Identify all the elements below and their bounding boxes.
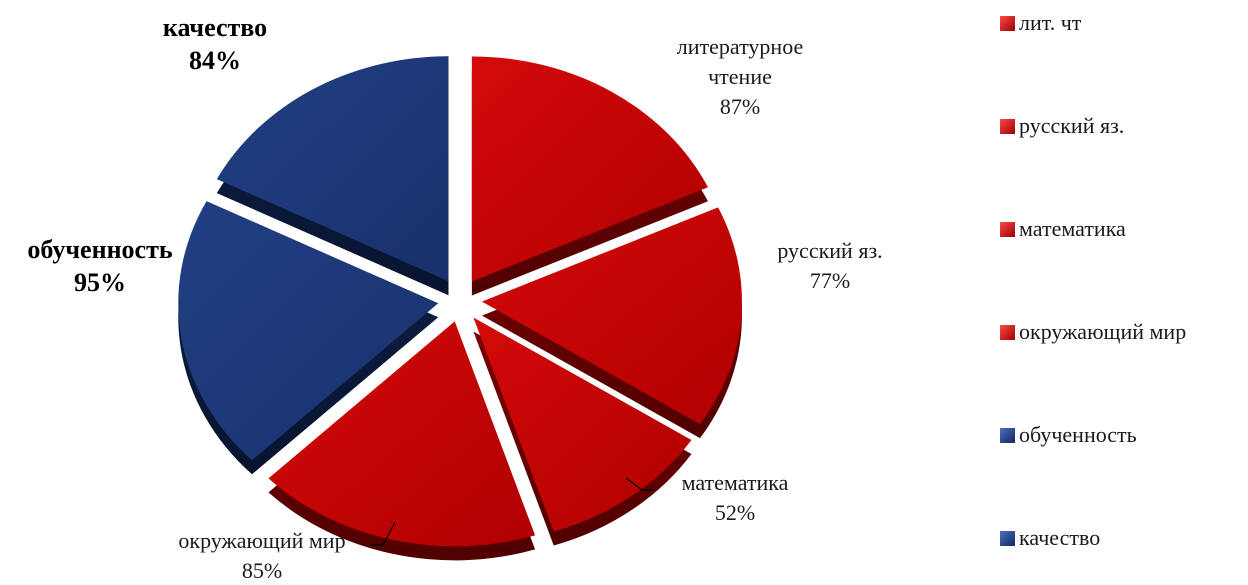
slice-label-0-line-2: 87% (720, 94, 760, 119)
legend-swatch-3 (1000, 325, 1015, 340)
slice-label-0-line-1: чтение (708, 64, 772, 89)
slice-label-2-line-0: математика (682, 470, 789, 495)
slice-label-3-line-0: окружающий мир (178, 528, 345, 553)
legend-label-1: русский яз. (1019, 113, 1124, 138)
legend-label-0: лит. чт (1019, 10, 1082, 35)
pie-slice-2 (473, 317, 692, 532)
legend-swatch-2 (1000, 222, 1015, 237)
slice-label-1-line-1: 77% (810, 268, 850, 293)
legend-swatch-4 (1000, 428, 1015, 443)
pie-slice-3 (268, 321, 536, 547)
legend-label-5: качество (1019, 525, 1100, 550)
legend-swatch-5 (1000, 531, 1015, 546)
slice-label-1-line-0: русский яз. (777, 238, 882, 263)
legend-swatch-1 (1000, 119, 1015, 134)
pie-slice-0 (471, 56, 708, 282)
legend-label-3: окружающий мир (1019, 319, 1186, 344)
leader-line-3 (370, 521, 396, 546)
pie-slices (178, 56, 742, 561)
slice-label-5-line-0: качество (163, 13, 267, 42)
legend-label-2: математика (1019, 216, 1126, 241)
slice-label-4-line-1: 95% (74, 268, 126, 297)
legend-label-4: обученность (1019, 422, 1137, 447)
pie-slice-1 (481, 207, 742, 425)
pie-slice-5 (216, 56, 449, 282)
legend: лит. чт русский яз. математика окружающий м… (1000, 10, 1186, 550)
slice-label-0-line-0: литературное (677, 34, 803, 59)
pie-slice-4 (178, 201, 439, 461)
slice-label-2-line-1: 52% (715, 500, 755, 525)
slice-label-4-line-0: обученность (27, 235, 172, 264)
slice-label-5-line-1: 84% (189, 46, 241, 75)
slice-label-3-line-1: 85% (242, 558, 282, 583)
legend-swatch-0 (1000, 16, 1015, 31)
leader-line-2 (625, 477, 655, 491)
slice-labels: литературное чтение 87% русский яз. 77% матем… (27, 13, 882, 583)
